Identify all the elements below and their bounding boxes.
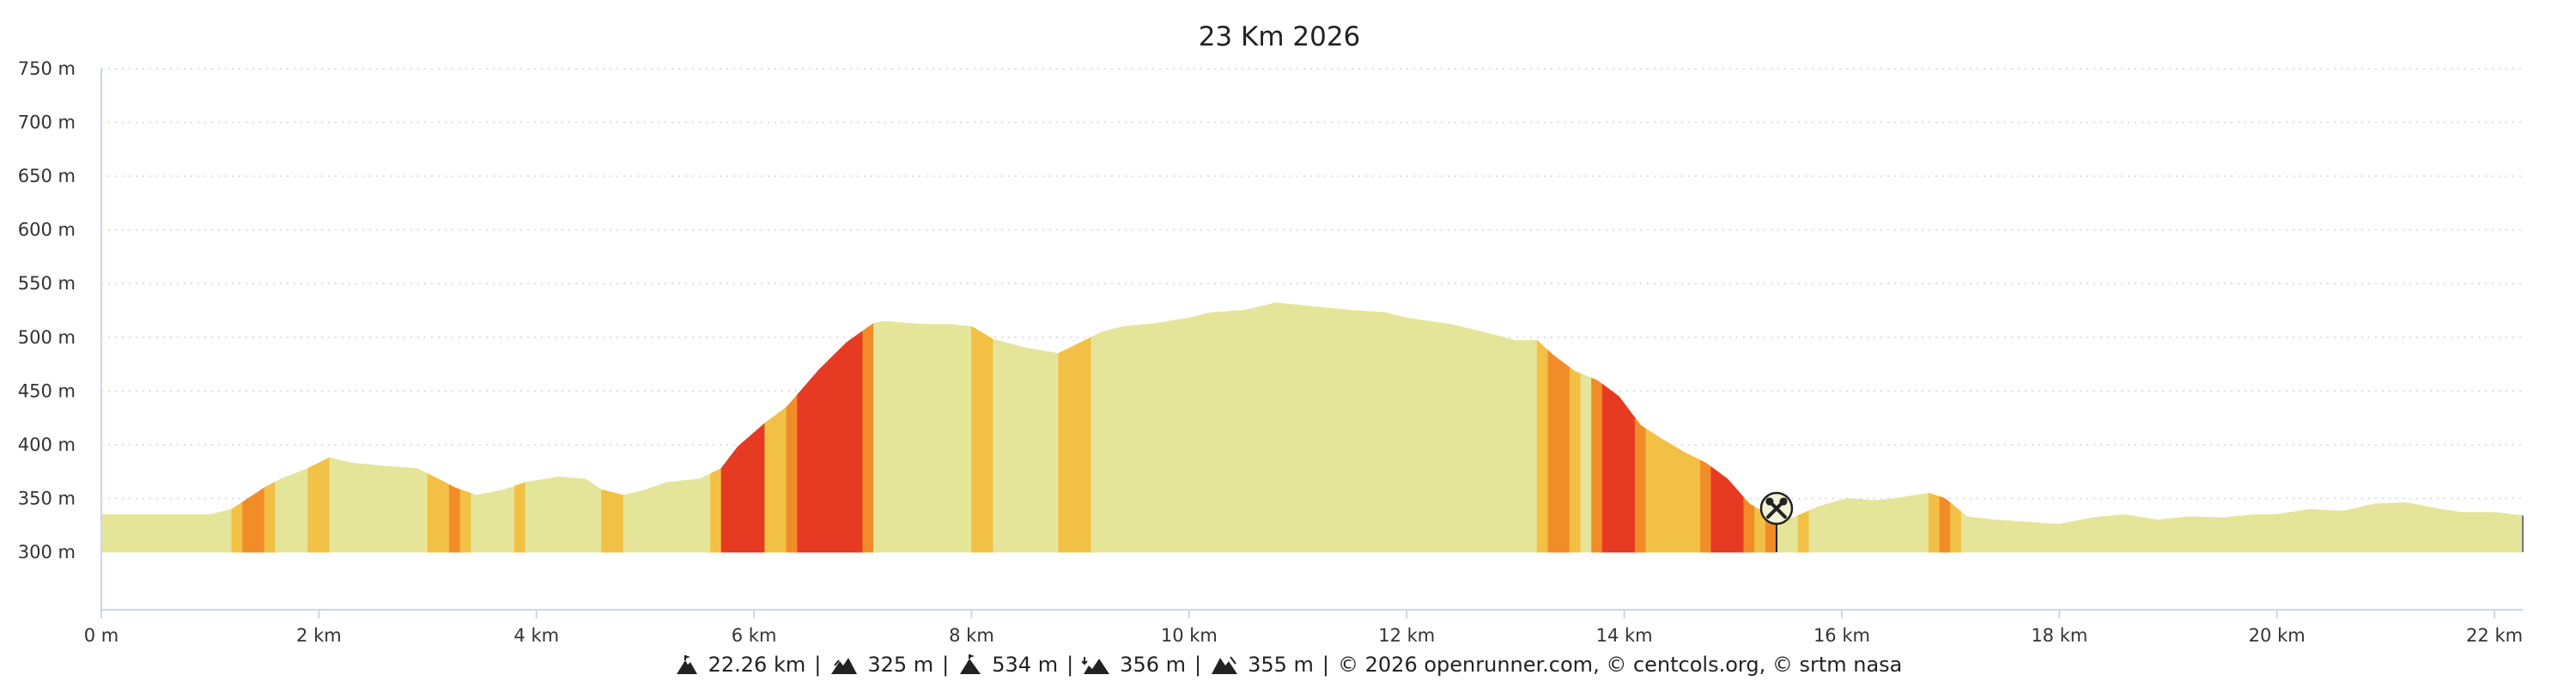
- x-tick-label: 12 km: [1378, 625, 1435, 646]
- x-tick-label: 0 m: [84, 625, 119, 646]
- grade-segment-moderate: [1950, 502, 1962, 553]
- y-tick-label: 700 m: [18, 112, 76, 133]
- x-tick-label: 10 km: [1161, 625, 1218, 646]
- grade-segment-moderate: [264, 481, 276, 553]
- x-axis-ticks: 0 m 2 km 4 km 6 km 8 km 10 km 12 km 14 km 16 km 1…: [84, 610, 2523, 646]
- x-tick-label: 4 km: [513, 625, 559, 646]
- descent-value: 355 m: [1248, 653, 1314, 677]
- grade-segment-very-steep: [1710, 466, 1745, 553]
- grade-segment-flat: [525, 476, 603, 553]
- grade-segment-flat: [993, 338, 1060, 553]
- grade-segment-moderate: [1569, 367, 1582, 553]
- grade-segment-very-steep: [720, 423, 766, 553]
- grade-segment-moderate: [514, 482, 526, 553]
- restaurant-marker[interactable]: [1759, 491, 1794, 552]
- x-tick-label: 16 km: [1814, 625, 1870, 646]
- ascent-icon: [831, 658, 858, 674]
- spoon-head: [1765, 497, 1774, 506]
- grade-segment-steep: [1743, 496, 1755, 553]
- grade-segment-flat: [1960, 502, 2524, 553]
- grade-segment-moderate: [710, 467, 722, 553]
- grade-segment-moderate: [231, 501, 244, 553]
- grade-segment-moderate: [971, 325, 994, 553]
- y-tick-label: 500 m: [18, 327, 76, 348]
- y-tick-label: 350 m: [18, 488, 76, 508]
- grade-segment-flat: [100, 508, 233, 553]
- grade-segment-steep: [786, 393, 799, 553]
- elevation-area[interactable]: [100, 302, 2524, 553]
- y-axis-ticks: 300 m 350 m 400 m 450 m 500 m 550 m 600 m 650 m…: [18, 58, 76, 562]
- grade-segment-very-steep: [1601, 383, 1636, 553]
- grade-segment-steep: [1939, 495, 1952, 553]
- separator: |: [1066, 653, 1074, 677]
- y-tick-label: 450 m: [18, 380, 76, 401]
- axes: [100, 69, 2524, 611]
- max-altitude-value: 534 m: [992, 653, 1059, 677]
- grade-segment-flat: [1808, 492, 1929, 553]
- grade-segment-moderate: [1645, 428, 1701, 553]
- separator: |: [942, 653, 950, 677]
- separator: |: [1321, 653, 1330, 677]
- x-tick-label: 18 km: [2031, 625, 2087, 646]
- grade-segment-flat: [873, 320, 972, 553]
- x-tick-label: 8 km: [949, 625, 994, 646]
- y-tick-label: 650 m: [18, 166, 76, 186]
- descent-icon: [1212, 656, 1238, 674]
- min-altitude-value: 356 m: [1120, 653, 1186, 677]
- grade-segment-steep: [1591, 377, 1603, 553]
- distance-icon: [676, 655, 697, 674]
- grade-segment-moderate: [307, 457, 331, 553]
- route-stats-footer: 22.26 km | 325 m | 534 m | 356 m | 355 m…: [0, 649, 2576, 680]
- x-tick-label: 14 km: [1596, 625, 1653, 646]
- grade-segment-flat: [623, 473, 711, 553]
- x-tick-label: 6 km: [732, 625, 777, 646]
- grade-segment-moderate: [1797, 510, 1810, 553]
- x-tick-label: 22 km: [2466, 625, 2523, 646]
- y-tick-label: 400 m: [18, 435, 76, 455]
- y-tick-label: 300 m: [18, 542, 76, 562]
- y-tick-label: 550 m: [18, 273, 76, 294]
- descent-stat: 355 m: [1210, 653, 1314, 677]
- separator: |: [814, 653, 822, 677]
- grade-segment-flat: [471, 485, 515, 553]
- separator: |: [1194, 653, 1202, 677]
- ascent-value: 325 m: [867, 653, 934, 677]
- grade-segment-steep: [1547, 350, 1571, 553]
- x-tick-label: 20 km: [2249, 625, 2306, 646]
- y-tick-label: 600 m: [18, 220, 76, 240]
- grade-segment-moderate: [427, 473, 450, 553]
- chart-title: 23 Km 2026: [1199, 21, 1361, 52]
- x-tick-label: 2 km: [296, 625, 342, 646]
- grade-segment-moderate: [1536, 339, 1549, 553]
- grade-segment-flat: [1580, 373, 1592, 553]
- grade-segment-moderate: [1928, 492, 1941, 553]
- grade-segment-moderate: [601, 489, 624, 553]
- y-tick-label: 750 m: [18, 58, 76, 79]
- grade-segment-flat: [329, 457, 428, 553]
- grade-segment-moderate: [459, 489, 472, 553]
- fork-head: [1779, 497, 1788, 506]
- grade-segment-flat: [1091, 302, 1538, 553]
- grade-segment-moderate: [1058, 337, 1092, 553]
- grade-segment-steep: [1699, 459, 1712, 553]
- credits: © 2026 openrunner.com, © centcols.org, ©…: [1338, 653, 1903, 677]
- grade-segment-steep: [1634, 416, 1647, 553]
- grade-segment-very-steep: [797, 330, 864, 553]
- grade-segment-moderate: [764, 406, 787, 553]
- distance-value: 22.26 km: [708, 653, 806, 677]
- grade-segment-steep: [449, 483, 461, 553]
- min-altitude-stat: 356 m: [1082, 653, 1186, 677]
- max-altitude-icon: [960, 654, 981, 674]
- min-altitude-icon: [1082, 657, 1110, 674]
- grade-segment-flat: [275, 467, 309, 553]
- grade-segment-steep: [862, 322, 874, 553]
- ascent-stat: 325 m: [829, 653, 933, 677]
- distance-stat: 22.26 km: [674, 653, 806, 677]
- grade-segment-steep: [242, 487, 265, 553]
- max-altitude-stat: 534 m: [957, 653, 1058, 677]
